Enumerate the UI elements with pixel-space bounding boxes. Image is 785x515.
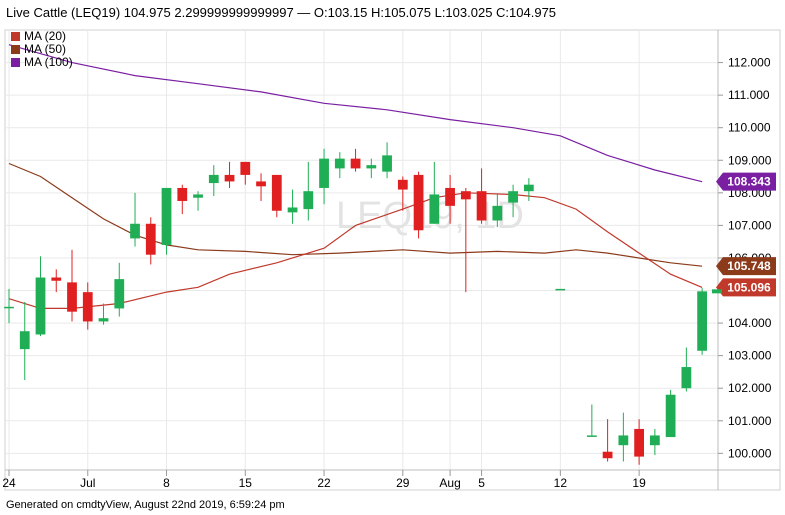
axes: 100.000 101.000 102.000 103.000 104.000 105.0… — [2, 30, 780, 490]
candle-down — [413, 174, 424, 231]
x-tick-label: 15 — [239, 476, 253, 490]
candle-up — [649, 435, 660, 446]
x-tick-label: 19 — [632, 476, 646, 490]
ma-20-line — [8, 192, 703, 309]
candle-down — [224, 174, 235, 182]
candle-down — [476, 191, 487, 221]
candles — [4, 142, 708, 465]
plot-frame — [4, 29, 781, 491]
last-price-marker — [712, 289, 722, 294]
price-badge-label: 105.748 — [727, 259, 771, 273]
candle-down — [51, 277, 62, 281]
candle-down — [460, 191, 471, 200]
legend-swatch — [11, 45, 20, 54]
candle-up — [161, 187, 172, 245]
legend: MA (20)MA (50)MA (100) — [11, 29, 73, 69]
moving-average-lines — [8, 44, 703, 309]
chart-title: Live Cattle (LEQ19) 104.975 2.2999999999… — [6, 5, 556, 20]
y-tick-label: 103.000 — [728, 349, 772, 363]
x-tick-label: Aug — [439, 476, 460, 490]
candle-down — [397, 179, 408, 190]
y-tick-label: 107.000 — [728, 218, 772, 232]
y-tick-label: 110.000 — [728, 121, 771, 135]
candle-down — [350, 158, 361, 169]
x-tick-label: Jul — [80, 476, 95, 490]
candle-up — [287, 207, 298, 213]
candle-up — [366, 165, 377, 169]
price-badge: 108.343 — [716, 172, 776, 191]
candle-up — [334, 158, 345, 169]
candle-down — [177, 187, 188, 201]
legend-label: MA (50) — [24, 42, 66, 56]
candle-up — [508, 191, 518, 203]
y-tick-label: 109.000 — [728, 153, 772, 167]
y-tick-label: 112.000 — [728, 56, 771, 70]
candle-up — [382, 155, 392, 172]
x-tick-label: 22 — [317, 476, 331, 490]
price-badge-label: 105.096 — [727, 280, 771, 294]
candle-up — [98, 318, 109, 322]
candle-down — [82, 292, 93, 322]
ma-100-line — [8, 44, 703, 183]
candle-up — [193, 194, 203, 198]
price-badge: 105.748 — [716, 257, 776, 276]
y-tick-label: 101.000 — [728, 414, 772, 428]
candle-down — [145, 223, 156, 255]
candle-up — [208, 174, 219, 184]
legend-label: MA (20) — [24, 29, 66, 43]
candle-down — [240, 161, 251, 175]
candle-up — [523, 184, 534, 192]
candle-up — [586, 435, 597, 437]
x-tick-label: 24 — [2, 476, 16, 490]
candle-up — [35, 277, 46, 335]
ma-50-line — [8, 162, 703, 267]
candle-up — [555, 288, 566, 291]
candle-up — [4, 306, 14, 309]
x-tick-label: 8 — [163, 476, 170, 490]
candle-up — [114, 279, 125, 309]
y-tick-label: 104.000 — [728, 316, 772, 330]
candle-up — [130, 223, 140, 239]
x-tick-label: 5 — [478, 476, 485, 490]
candle-up — [697, 291, 708, 351]
y-tick-label: 102.000 — [728, 381, 772, 395]
legend-swatch — [11, 58, 20, 67]
price-badges: 108.343 105.748 105.096 — [712, 172, 776, 297]
y-tick-label: 111.000 — [728, 88, 770, 102]
price-badge-label: 108.343 — [727, 175, 771, 189]
footer-text: Generated on cmdtyView, August 22nd 2019… — [6, 499, 285, 511]
candle-up — [303, 191, 314, 210]
candle-down — [445, 187, 455, 206]
candle-down — [256, 181, 266, 187]
candle-up — [19, 331, 30, 350]
candle-down — [67, 282, 77, 312]
candle-up — [681, 367, 692, 389]
candle-down — [602, 451, 613, 459]
candle-up — [319, 158, 329, 188]
y-tick-label: 100.000 — [728, 446, 772, 460]
x-tick-label: 12 — [554, 476, 568, 490]
legend-label: MA (100) — [24, 55, 73, 69]
x-tick-label: 29 — [396, 476, 410, 490]
legend-swatch — [11, 32, 20, 41]
candle-up — [618, 435, 629, 446]
candle-up — [492, 205, 503, 221]
gridlines — [4, 29, 781, 491]
candle-up — [665, 394, 676, 438]
candle-up — [429, 194, 440, 224]
price-badge: 105.096 — [716, 278, 776, 297]
candle-down — [271, 174, 282, 211]
candle-down — [634, 428, 644, 457]
